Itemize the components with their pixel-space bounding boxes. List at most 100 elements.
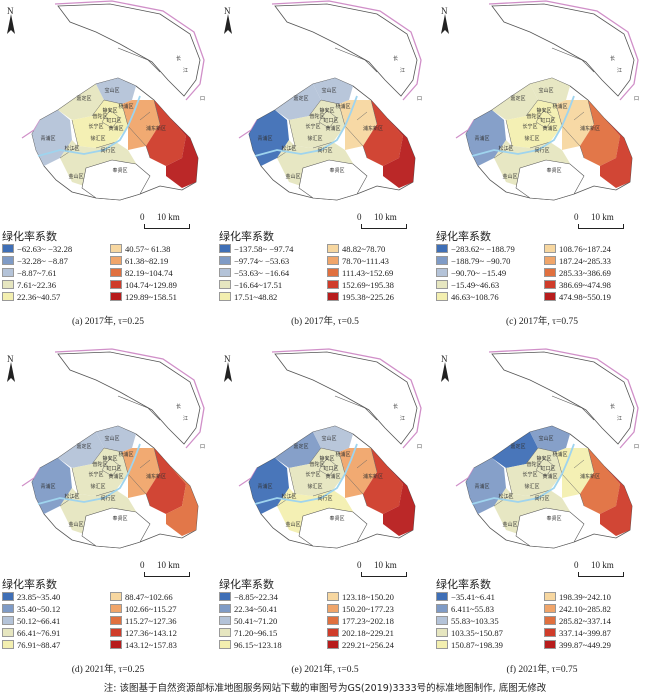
district-line xyxy=(101,457,121,477)
zone-far-east xyxy=(600,118,632,188)
legend-item: 35.40~50.12 xyxy=(2,604,60,614)
huangpu-river xyxy=(254,443,358,505)
chongming-island xyxy=(57,3,201,97)
district-line xyxy=(103,99,123,105)
legend-item: 55.83~103.35 xyxy=(436,616,499,626)
north-label: N xyxy=(7,6,14,16)
legend-label: 22.36~40.57 xyxy=(17,292,61,302)
zone-west xyxy=(466,110,506,166)
legend-label: 76.91~88.47 xyxy=(17,640,61,650)
district-label: 奉贤区 xyxy=(546,515,561,522)
north-arrow-icon xyxy=(7,14,15,34)
zone-east xyxy=(580,100,620,166)
legend-label: 115.27~127.36 xyxy=(125,616,177,626)
district-label: 静安区 xyxy=(319,455,334,462)
legend-item: 143.12~157.83 xyxy=(110,640,177,650)
legend-item: 103.35~150.87 xyxy=(436,628,503,638)
legend-swatch xyxy=(436,268,448,277)
legend-label: 66.41~76.91 xyxy=(17,628,61,638)
district-label: 杨浦区 xyxy=(335,103,350,110)
legend-swatch xyxy=(327,256,339,265)
huangpu-river xyxy=(471,443,575,505)
legend-label: 195.38~225.26 xyxy=(342,292,394,302)
legend-swatch xyxy=(2,256,14,265)
north-arrow: N xyxy=(4,354,22,384)
zone-center xyxy=(506,448,562,496)
legend-item: 474.98~550.19 xyxy=(544,292,611,302)
district-label: 浦东新区 xyxy=(580,125,600,132)
district-line xyxy=(555,103,563,127)
legend-item: 111.43~152.69 xyxy=(327,268,393,278)
panel-caption: (e) 2021年, τ=0.5 xyxy=(291,665,359,675)
legend-label: 102.66~115.27 xyxy=(125,604,177,614)
zone-far-east xyxy=(383,466,415,536)
legend-swatch xyxy=(110,592,122,601)
zone-northwest xyxy=(58,432,104,468)
legend-label: 108.76~187.24 xyxy=(559,244,611,254)
legend-swatch xyxy=(110,244,122,253)
legend-label: 337.14~399.87 xyxy=(559,628,611,638)
district-label: 闵行区 xyxy=(534,147,549,154)
river-label: 长 xyxy=(393,55,398,62)
legend-item: 152.69~195.38 xyxy=(327,280,394,290)
legend-label: 48.82~78.70 xyxy=(342,244,386,254)
river-label: 江 xyxy=(617,67,622,74)
legend-item: 108.76~187.24 xyxy=(544,244,611,254)
legend-item: −16.64~17.51 xyxy=(219,280,282,290)
legend-item: −8.87~7.61 xyxy=(2,268,57,278)
chongming-island xyxy=(274,351,418,445)
zone-far-east xyxy=(600,466,632,536)
legend-item: 150.87~198.39 xyxy=(436,640,503,650)
legend-swatch xyxy=(544,244,556,253)
legend-swatch xyxy=(110,268,122,277)
panel-caption: (b) 2017年, τ=0.5 xyxy=(291,317,359,327)
legend-item: 337.14~399.87 xyxy=(544,628,611,638)
zone-north xyxy=(313,426,353,452)
legend-item: 115.27~127.36 xyxy=(110,616,177,626)
district-label: 徐汇区 xyxy=(90,135,105,142)
zone-east-center xyxy=(122,100,160,150)
legend-item: 82.19~104.74 xyxy=(110,268,173,278)
huangpu-river xyxy=(471,95,575,157)
panel-caption: (c) 2017年, τ=0.75 xyxy=(506,317,578,327)
legend-label: 152.69~195.38 xyxy=(342,280,394,290)
huangpu-river xyxy=(37,95,141,157)
zone-far-east xyxy=(166,466,198,536)
zone-west xyxy=(466,458,506,514)
district-line xyxy=(344,125,364,147)
legend-title: 绿化率系数 xyxy=(2,230,57,243)
legend-label: 55.83~103.35 xyxy=(451,616,499,626)
zone-no-data xyxy=(298,159,368,201)
district-line xyxy=(103,447,123,453)
district-line xyxy=(537,99,557,105)
legend-label: 17.51~48.82 xyxy=(234,292,278,302)
district-label: 虹口区 xyxy=(106,117,121,124)
district-line xyxy=(312,141,334,149)
zone-northwest xyxy=(275,84,321,120)
district-line xyxy=(561,473,581,495)
district-line xyxy=(288,467,296,495)
map-panel: 长江口 宝山区 嘉定区 普陀区 长宁区 静安区 杨浦区 虹口区 黄浦区 徐汇区 闵行区 青浦区 松江区 浦… xyxy=(217,348,433,696)
district-label: 浦东新区 xyxy=(146,125,166,132)
legend-swatch xyxy=(436,628,448,637)
district-label: 黄浦区 xyxy=(108,125,123,132)
district-label: 宝山区 xyxy=(538,435,553,442)
district-line xyxy=(127,125,147,147)
district-label: 虹口区 xyxy=(540,117,555,124)
district-line xyxy=(312,489,334,497)
district-line xyxy=(91,447,105,465)
legend-label: 198.39~242.10 xyxy=(559,592,611,602)
district-label: 闵行区 xyxy=(317,147,332,154)
district-label: 黄浦区 xyxy=(325,125,340,132)
legend-item: 66.41~76.91 xyxy=(2,628,60,638)
legend-label: 474.98~550.19 xyxy=(559,292,611,302)
legend-item: 104.74~129.89 xyxy=(110,280,177,290)
legend-label: 242.10~285.82 xyxy=(559,604,611,614)
legend-item: 48.82~78.70 xyxy=(327,244,385,254)
zone-north xyxy=(313,78,353,104)
river-label: 江 xyxy=(183,415,188,422)
district-label: 长宁区 xyxy=(88,123,103,130)
legend-label: 202.18~229.21 xyxy=(342,628,394,638)
scale-line xyxy=(578,224,624,229)
